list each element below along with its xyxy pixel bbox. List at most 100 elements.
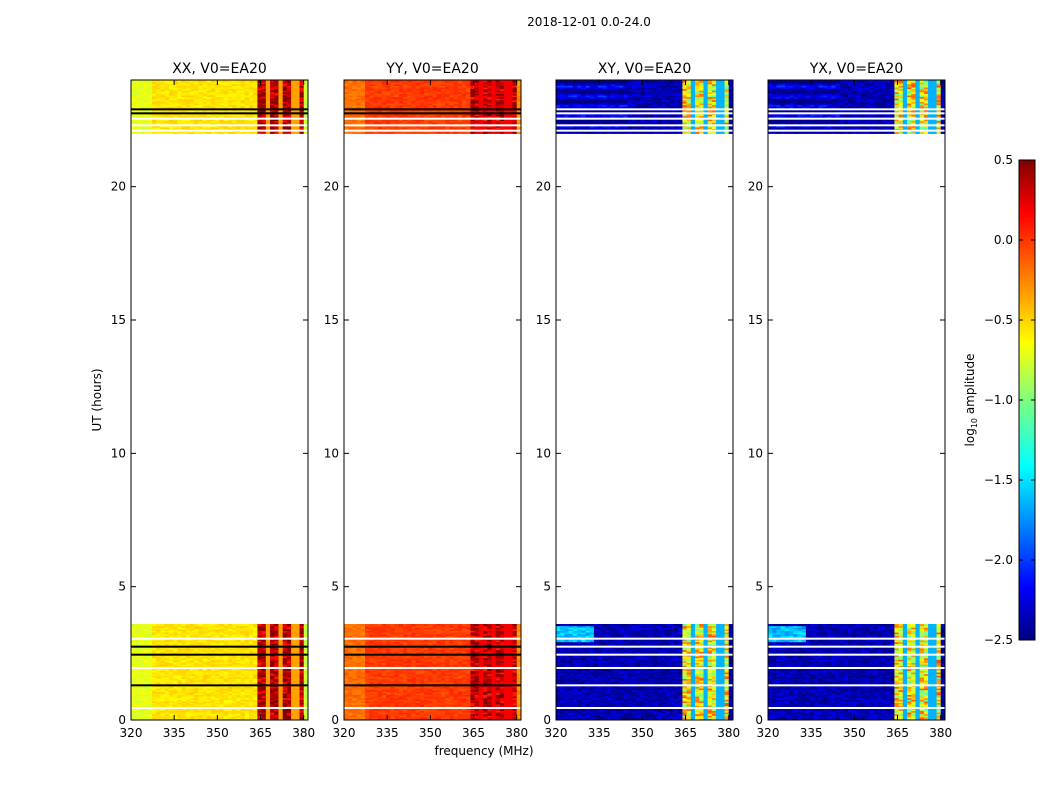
heatmap-cell: [227, 88, 233, 91]
heatmap-cell: [173, 109, 178, 112]
heatmap-cell: [227, 82, 233, 85]
heatmap-cell: [177, 649, 183, 652]
heatmap-cell: [215, 98, 221, 101]
heatmap-cell: [398, 700, 404, 703]
heatmap-cell: [152, 713, 157, 716]
heatmap-cell: [181, 657, 187, 660]
heatmap-cell: [356, 708, 362, 711]
heatmap-cell: [278, 640, 284, 643]
heatmap-cell: [291, 624, 296, 627]
heatmap-cell: [236, 110, 242, 114]
heatmap-cell: [261, 715, 267, 718]
heatmap-cell: [173, 118, 178, 122]
heatmap-cell: [198, 101, 204, 104]
heatmap-cell: [215, 680, 221, 683]
heatmap-cell: [365, 708, 370, 711]
heatmap-cell: [244, 90, 250, 93]
heatmap-cell: [202, 697, 208, 700]
heatmap-cell: [244, 114, 250, 117]
heatmap-cell: [164, 110, 170, 114]
heatmap-cell: [139, 700, 145, 703]
heatmap-cell: [156, 660, 162, 663]
heatmap-cell: [261, 82, 267, 85]
heatmap-cell: [386, 656, 391, 659]
heatmap-cell: [244, 700, 250, 703]
heatmap-cell: [381, 670, 387, 673]
heatmap-cell: [411, 678, 417, 681]
heatmap-cell: [299, 118, 305, 122]
heatmap-cell: [202, 106, 208, 109]
heatmap-cell: [181, 710, 187, 713]
heatmap-cell: [348, 627, 354, 630]
heatmap-cell: [270, 82, 275, 85]
heatmap-cell: [282, 102, 288, 106]
heatmap-cell: [227, 91, 233, 94]
heatmap-cell: [381, 702, 387, 705]
heatmap-cell: [131, 700, 136, 703]
heatmap-cell: [223, 649, 229, 652]
heatmap-cell: [185, 678, 191, 681]
heatmap-cell: [227, 80, 233, 83]
heatmap-cell: [168, 125, 174, 128]
heatmap-cell: [398, 657, 404, 660]
heatmap-cell: [198, 702, 204, 705]
heatmap-cell: [177, 696, 183, 699]
heatmap-cell: [278, 114, 284, 117]
heatmap-cell: [261, 680, 267, 683]
heatmap-cell: [261, 686, 267, 689]
heatmap-cell: [164, 641, 170, 644]
heatmap-cell: [194, 718, 200, 720]
heatmap-cell: [295, 80, 301, 83]
heatmap-cell: [403, 649, 408, 652]
heatmap-cell: [261, 99, 267, 102]
heatmap-cell: [415, 692, 421, 695]
heatmap-cell: [211, 94, 216, 98]
heatmap-cell: [407, 673, 413, 676]
heatmap-cell: [219, 675, 225, 678]
heatmap-cell: [274, 118, 280, 122]
heatmap-cell: [156, 82, 162, 85]
heatmap-cell: [303, 680, 308, 683]
heatmap-cell: [365, 640, 370, 643]
heatmap-cell: [147, 102, 153, 106]
heatmap-cell: [344, 718, 349, 720]
heatmap-cell: [211, 659, 216, 662]
heatmap-cell: [407, 675, 413, 678]
heatmap-cell: [265, 673, 271, 676]
heatmap-cell: [198, 110, 204, 114]
heatmap-cell: [274, 657, 280, 660]
heatmap-cell: [215, 668, 221, 671]
heatmap-cell: [282, 716, 288, 719]
heatmap-cell: [168, 82, 174, 85]
heatmap-cell: [274, 80, 280, 83]
heatmap-cell: [168, 718, 174, 720]
heatmap-cell: [282, 99, 288, 102]
heatmap-cell: [135, 696, 141, 699]
heatmap-cell: [303, 627, 308, 630]
heatmap-cell: [135, 683, 141, 686]
heatmap-cell: [227, 697, 233, 700]
heatmap-cell: [143, 700, 149, 703]
heatmap-cell: [394, 632, 400, 635]
heatmap-cell: [257, 716, 263, 719]
heatmap-cell: [390, 688, 396, 691]
heatmap-cell: [185, 675, 191, 678]
heatmap-cell: [223, 86, 229, 90]
heatmap-cell: [265, 713, 271, 716]
heatmap-cell: [185, 705, 191, 708]
heatmap-cell: [164, 705, 170, 708]
heatmap-cell: [386, 681, 391, 684]
heatmap-cell: [139, 699, 145, 702]
heatmap-cell: [177, 91, 183, 94]
heatmap-cell: [240, 715, 246, 718]
heatmap-cell: [369, 678, 375, 681]
heatmap-cell: [135, 86, 141, 90]
heatmap-cell: [190, 662, 195, 665]
heatmap-cell: [139, 82, 145, 85]
heatmap-cell: [139, 668, 145, 671]
heatmap-cell: [236, 115, 242, 118]
heatmap-cell: [240, 689, 246, 692]
heatmap-cell: [236, 689, 242, 692]
heatmap-cell: [299, 109, 305, 112]
heatmap-cell: [131, 649, 136, 652]
